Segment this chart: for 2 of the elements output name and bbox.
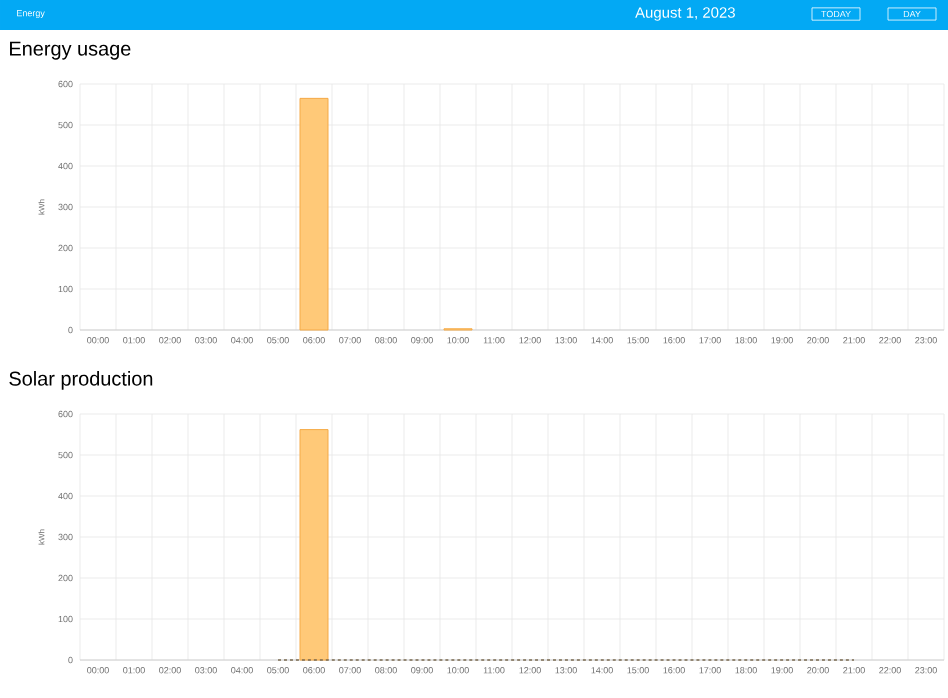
chart-title: Energy usage	[10, 41, 131, 60]
chart-title: Solar production	[9, 371, 153, 390]
